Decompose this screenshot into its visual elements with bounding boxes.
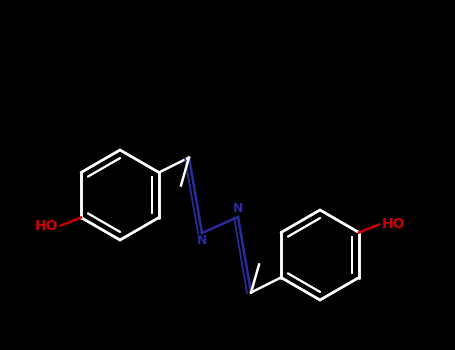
Text: N: N xyxy=(197,234,207,247)
Text: N: N xyxy=(233,203,243,216)
Text: HO: HO xyxy=(382,217,405,231)
Text: HO: HO xyxy=(35,218,58,232)
